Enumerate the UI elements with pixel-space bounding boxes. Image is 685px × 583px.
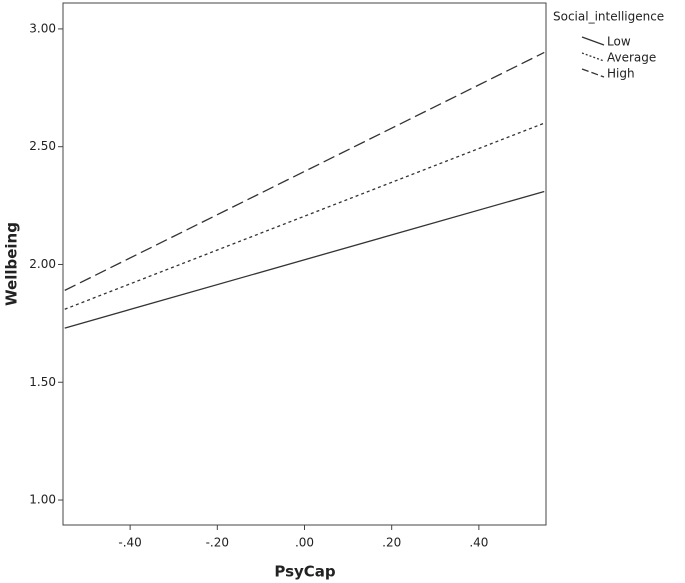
legend-label: Average bbox=[607, 51, 656, 65]
series-line bbox=[64, 51, 545, 291]
legend-swatch bbox=[581, 68, 605, 78]
legend-swatch bbox=[581, 52, 605, 62]
x-tick-label: .20 bbox=[382, 536, 401, 550]
y-tick-label: 1.00 bbox=[29, 493, 56, 507]
series-line bbox=[64, 122, 545, 310]
x-tick-label: -.20 bbox=[206, 536, 229, 550]
x-tick-label: .00 bbox=[295, 536, 314, 550]
legend-label: Low bbox=[607, 35, 631, 49]
legend-swatch bbox=[581, 36, 605, 46]
y-tick-label: 1.50 bbox=[29, 375, 56, 389]
y-tick-label: 2.00 bbox=[29, 257, 56, 271]
series-line bbox=[64, 190, 545, 329]
x-axis-title: PsyCap bbox=[274, 563, 336, 581]
y-tick-label: 3.00 bbox=[29, 21, 56, 35]
legend-label: High bbox=[607, 67, 635, 81]
y-tick-label: 2.50 bbox=[29, 139, 56, 153]
y-axis-title: Wellbeing bbox=[3, 222, 21, 306]
legend-title: Social_intelligence bbox=[553, 10, 664, 24]
plot-frame bbox=[62, 2, 547, 526]
x-tick-label: .40 bbox=[469, 536, 488, 550]
x-tick-label: -.40 bbox=[118, 536, 141, 550]
